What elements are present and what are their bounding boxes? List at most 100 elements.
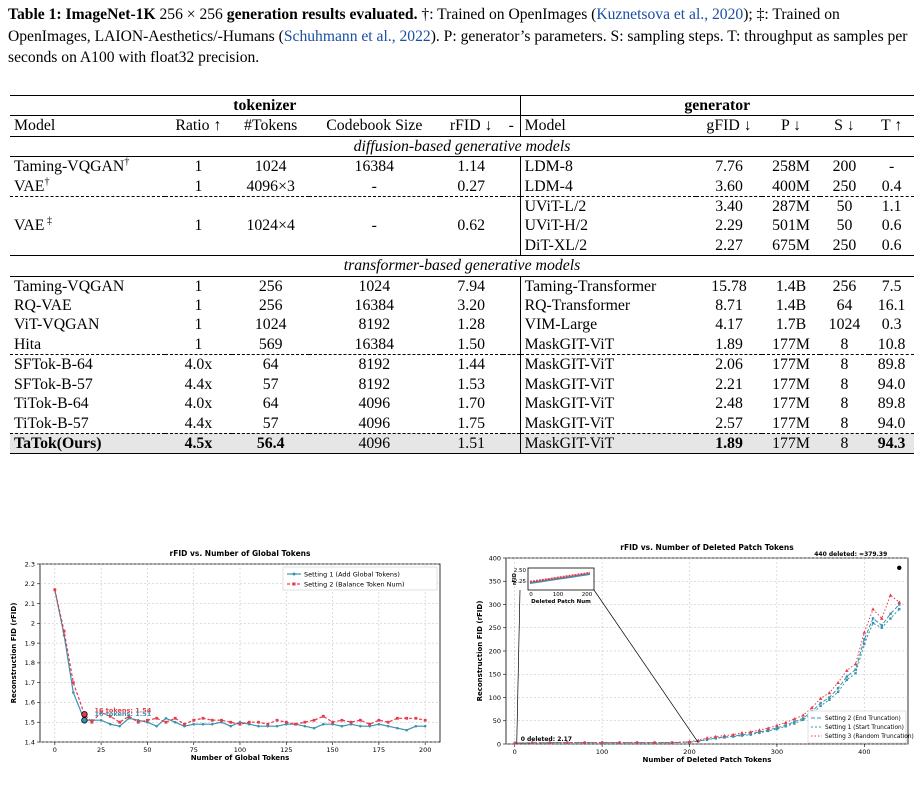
- tok-rfid: 0.62: [439, 196, 503, 256]
- data-point: [740, 731, 744, 735]
- data-point: [652, 740, 657, 745]
- y-tick-label: 0: [497, 740, 501, 748]
- data-point: [871, 617, 875, 620]
- chart-title: rFID vs. Number of Global Tokens: [170, 549, 311, 558]
- gen-throughput: 0.6: [881, 217, 902, 235]
- data-point: [312, 718, 316, 722]
- tok-codebook: 4096: [309, 432, 440, 455]
- gen-steps: 8: [819, 432, 870, 455]
- y-tick-label: 350: [489, 578, 501, 586]
- data-point: [109, 722, 112, 726]
- data-point: [801, 718, 805, 722]
- table-row: Hita 1 569 16384 1.50 MaskGIT-ViT 1.89 177M 8 10.…: [10, 334, 914, 355]
- table-row: TiTok-B-57 4.4x 57 4096 1.75 MaskGIT-ViT 2.57 1…: [10, 413, 914, 434]
- data-point: [757, 728, 762, 732]
- data-point: [377, 718, 381, 722]
- data-point: [793, 720, 796, 723]
- data-point: [358, 718, 362, 722]
- y-tick-label: 300: [489, 601, 501, 609]
- data-point: [192, 718, 196, 722]
- data-point: [898, 607, 901, 611]
- tok-rfid: 7.94: [439, 275, 503, 297]
- y-tick-label: 2.1: [25, 600, 35, 608]
- tok-gap: [502, 374, 521, 395]
- annotation-label: 16 tokens: 1.51: [94, 710, 151, 718]
- data-point: [897, 600, 902, 604]
- tok-tokens: 569: [258, 335, 283, 353]
- y-tick-label: 150: [489, 671, 501, 679]
- gen-steps: 8: [819, 354, 870, 375]
- tok-rfid: 1.53: [457, 375, 485, 393]
- tok-tokens: 64: [232, 354, 310, 375]
- data-point: [405, 716, 409, 720]
- gen-throughput: -: [869, 156, 914, 177]
- data-point: [793, 722, 796, 725]
- data-point: [284, 720, 288, 724]
- data-point: [863, 642, 866, 646]
- data-point: [99, 710, 103, 714]
- gen-gfid: 7.76: [695, 156, 763, 177]
- gen-model: VIM-Large: [524, 316, 598, 334]
- data-point: [863, 638, 866, 641]
- gen-throughput: 0.6: [881, 236, 902, 254]
- data-point: [880, 624, 883, 627]
- data-point: [118, 724, 121, 728]
- gen-throughput: 10.8: [877, 335, 906, 353]
- gen-throughput: 1.1: [869, 196, 914, 217]
- gen-model: MaskGIT-ViT: [520, 354, 696, 375]
- gen-steps: 1024: [828, 316, 861, 334]
- col-params: P ↓: [762, 115, 820, 137]
- data-point: [238, 722, 242, 726]
- data-point: [349, 720, 353, 724]
- inset-x-tick-label: 0: [529, 592, 533, 598]
- data-point: [396, 716, 399, 720]
- gen-model: LDM-8: [520, 156, 696, 177]
- data-point: [836, 690, 840, 694]
- table-row: TaTok(Ours) 4.5x 56.4 4096 1.51 MaskGIT-ViT 1.…: [10, 432, 914, 455]
- tok-model: TaTok(Ours): [10, 432, 165, 455]
- gen-steps: 200: [819, 156, 870, 177]
- data-point: [828, 696, 831, 699]
- tok-ratio: 1: [194, 297, 203, 315]
- data-point: [819, 701, 822, 705]
- gen-throughput: 89.8: [869, 354, 914, 375]
- data-point: [617, 740, 622, 745]
- x-tick-label: 200: [683, 748, 695, 756]
- gen-params: 287M: [762, 196, 820, 217]
- data-point: [173, 716, 177, 720]
- col-steps: S ↓: [819, 115, 870, 137]
- gen-model: Taming-Transformer: [520, 275, 696, 297]
- data-point: [775, 723, 779, 727]
- data-point: [340, 718, 344, 722]
- section-diffusion: diffusion-based generative models: [10, 135, 914, 157]
- table-row: VAE ‡ 1 1024×4 - 0.62 UViT-L/2 3.40 287M…: [10, 196, 914, 256]
- data-point: [723, 736, 726, 739]
- data-point: [257, 724, 260, 728]
- citation-kuznetsova[interactable]: Kuznetsova et al., 2020: [596, 6, 744, 23]
- col-dash: -: [502, 115, 521, 137]
- gen-throughput: 94.0: [877, 375, 906, 393]
- tok-codebook: 1024: [309, 275, 440, 297]
- data-point: [530, 741, 535, 745]
- gen-gfid: 2.06: [695, 354, 763, 375]
- tok-model: SFTok-B-57: [14, 375, 93, 393]
- data-point: [635, 740, 639, 745]
- tok-codebook: 8192: [309, 354, 440, 375]
- tok-gap: [502, 315, 521, 335]
- gen-steps: 8: [840, 414, 849, 432]
- section-transformer: transformer-based generative models: [10, 255, 914, 277]
- col-ratio: Ratio ↑: [164, 115, 233, 137]
- citation-schuhmann[interactable]: Schuhmann et al., 2022: [283, 27, 431, 45]
- group-tokenizer: tokenizer: [10, 94, 521, 116]
- tok-gap: [502, 413, 521, 434]
- inset-series: [529, 571, 591, 583]
- series-line-3: [514, 594, 900, 744]
- legend-label: Setting 2 (Balance Token Num): [304, 580, 404, 588]
- section-row: transformer-based generative models: [10, 255, 914, 277]
- gen-gfid: 3.40: [695, 196, 763, 217]
- tok-model: RQ-VAE: [14, 297, 72, 315]
- tok-ratio: 4.0x: [184, 395, 213, 413]
- data-point: [898, 603, 901, 606]
- col-codebook: Codebook Size: [309, 115, 440, 137]
- gen-params: 258M: [762, 156, 820, 177]
